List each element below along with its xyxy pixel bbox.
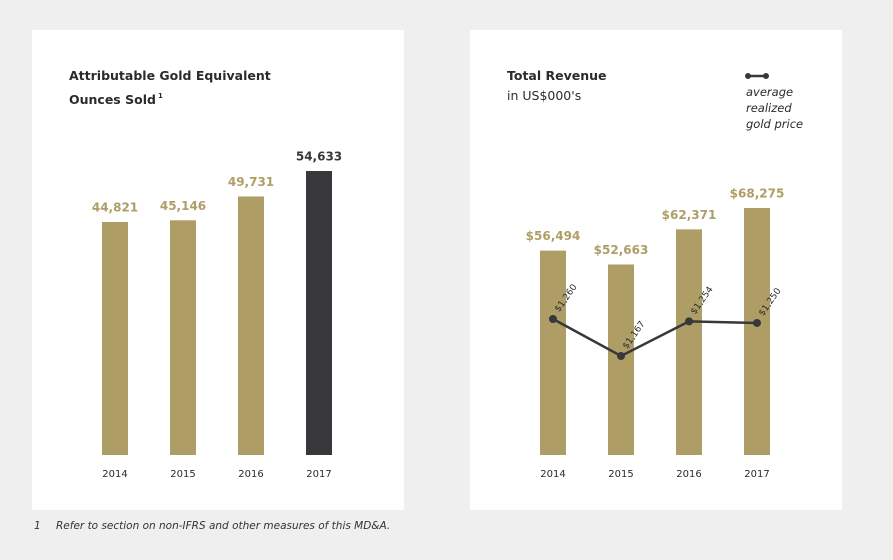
- panel: [470, 30, 842, 510]
- value-label: 44,821: [92, 201, 138, 215]
- panel: [32, 30, 404, 510]
- x-tick-label: 2015: [170, 469, 195, 480]
- line-point: [617, 352, 625, 360]
- value-label: $56,494: [526, 229, 581, 243]
- legend-swatch: [763, 73, 769, 79]
- x-tick-label: 2016: [238, 469, 263, 480]
- line-point: [685, 317, 693, 326]
- bar: [102, 222, 128, 455]
- line: [552, 317, 758, 358]
- value-label: $68,275: [730, 187, 785, 201]
- bar: [676, 229, 702, 455]
- x-tick-label: 2015: [608, 469, 633, 480]
- value-label: $52,663: [594, 243, 649, 257]
- chart-title: Total Revenue: [507, 68, 607, 83]
- value-label: 54,633: [296, 150, 342, 164]
- line-point: [753, 318, 761, 327]
- footnote-text: Refer to section on non-IFRS and other m…: [56, 520, 391, 532]
- footnote-marker: 1: [157, 92, 163, 100]
- legend-swatch: [745, 73, 751, 79]
- bar: [170, 220, 196, 455]
- bar: [238, 196, 264, 455]
- value-label: 45,146: [160, 199, 206, 213]
- chart-title-box: Attributable Gold Equivalent Ounces Sold…: [69, 66, 284, 110]
- bar: [306, 171, 332, 455]
- value-label: $62,371: [662, 208, 717, 222]
- chart-subtitle: in US$000's: [507, 88, 582, 103]
- x-tick-label: 2017: [306, 469, 331, 480]
- x-tick-label: 2014: [540, 469, 565, 480]
- bar: [540, 250, 566, 455]
- line-point: [549, 315, 557, 323]
- footnote-marker: 1: [34, 520, 41, 532]
- value-label: 49,731: [228, 175, 274, 189]
- x-tick-label: 2014: [102, 469, 127, 480]
- x-tick-label: 2017: [744, 469, 769, 480]
- bar: [744, 208, 770, 455]
- x-tick-label: 2016: [676, 469, 701, 480]
- chart-title: Attributable Gold Equivalent Ounces Sold: [69, 68, 271, 107]
- legend-label: average realized gold price: [746, 85, 804, 131]
